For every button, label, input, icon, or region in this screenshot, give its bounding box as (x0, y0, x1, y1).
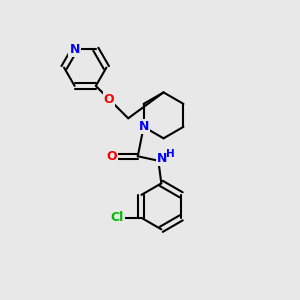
Text: N: N (157, 152, 167, 165)
Text: Cl: Cl (111, 211, 124, 224)
Text: O: O (106, 150, 117, 163)
Text: N: N (69, 43, 80, 56)
Text: O: O (104, 93, 114, 106)
Text: N: N (139, 120, 149, 133)
Text: H: H (167, 149, 175, 159)
